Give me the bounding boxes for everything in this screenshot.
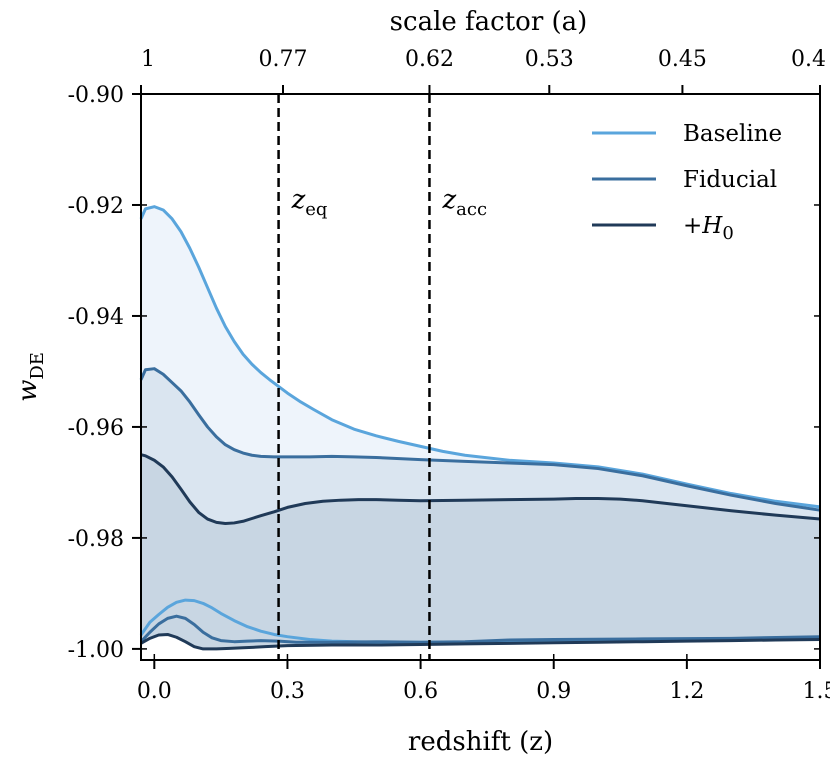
x-tick-label: 1.2	[669, 679, 704, 704]
legend-label-sub-2: 0	[722, 223, 733, 244]
legend-label-main-2: +H	[683, 213, 723, 239]
top-tick-label: 0.62	[405, 47, 454, 72]
vertical-markers: zeq zacc	[277, 94, 487, 660]
series-lines	[139, 205, 821, 651]
vline-label-sub-z_eq: eq	[305, 199, 327, 220]
x-axis-title: redshift (z)	[408, 727, 553, 757]
series-1-upper-line	[139, 367, 821, 512]
top-tick-label: 0.4	[791, 47, 826, 72]
vline-label-z_acc: zacc	[441, 185, 487, 220]
fill-bands	[141, 206, 820, 649]
y-tick-label: -0.96	[68, 416, 124, 441]
top-tick-label: 0.77	[259, 47, 308, 72]
top-tick-label: 0.53	[525, 47, 574, 72]
y-axis-title: wDE	[13, 352, 48, 402]
y-tick-label: -0.90	[68, 83, 124, 108]
series-2-lower-line	[140, 632, 821, 651]
legend-label-2: +H0	[683, 213, 734, 244]
legend: Baseline Fiducial +H0	[592, 121, 782, 244]
x-tick-label: 0.9	[536, 679, 571, 704]
vline-label-sub-z_acc: acc	[456, 199, 487, 220]
top-tick-label: 1	[141, 47, 155, 72]
y-axis-title-sub: DE	[27, 352, 48, 380]
top-axis-title: scale factor (a)	[390, 7, 588, 37]
y-tick-label: -0.94	[68, 305, 124, 330]
plot-frame	[140, 93, 821, 661]
y-tick-label: -0.92	[68, 194, 124, 219]
legend-label-1: Fiducial	[683, 167, 777, 193]
top-tick-label: 0.45	[658, 47, 707, 72]
series-2-upper-line	[140, 453, 821, 525]
legend-label-0: Baseline	[683, 121, 782, 147]
y-tick-label: -1.00	[68, 638, 124, 663]
x-tick-label: 0.6	[403, 679, 438, 704]
x-tick-label: 0.3	[270, 679, 305, 704]
axes: 0.0 0.3 0.6 0.9 1.2 1.5 -0.90 -0.92 -0.94 -0.96 -0…	[13, 7, 830, 757]
y-axis-title-main: w	[13, 380, 43, 402]
vline-label-z_eq: zeq	[291, 185, 328, 220]
y-tick-label: -0.98	[68, 527, 124, 552]
series-0-upper-line	[139, 205, 821, 509]
series-1-lower-line	[139, 614, 821, 644]
x-tick-label: 0.0	[137, 679, 172, 704]
x-tick-label: 1.5	[803, 679, 830, 704]
